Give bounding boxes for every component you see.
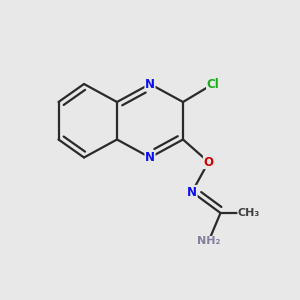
Text: O: O [203, 155, 214, 169]
Text: N: N [145, 77, 155, 91]
Text: N: N [187, 185, 197, 199]
Text: NH₂: NH₂ [197, 236, 220, 247]
Text: CH₃: CH₃ [238, 208, 260, 218]
Text: Cl: Cl [207, 77, 219, 91]
Text: N: N [145, 151, 155, 164]
